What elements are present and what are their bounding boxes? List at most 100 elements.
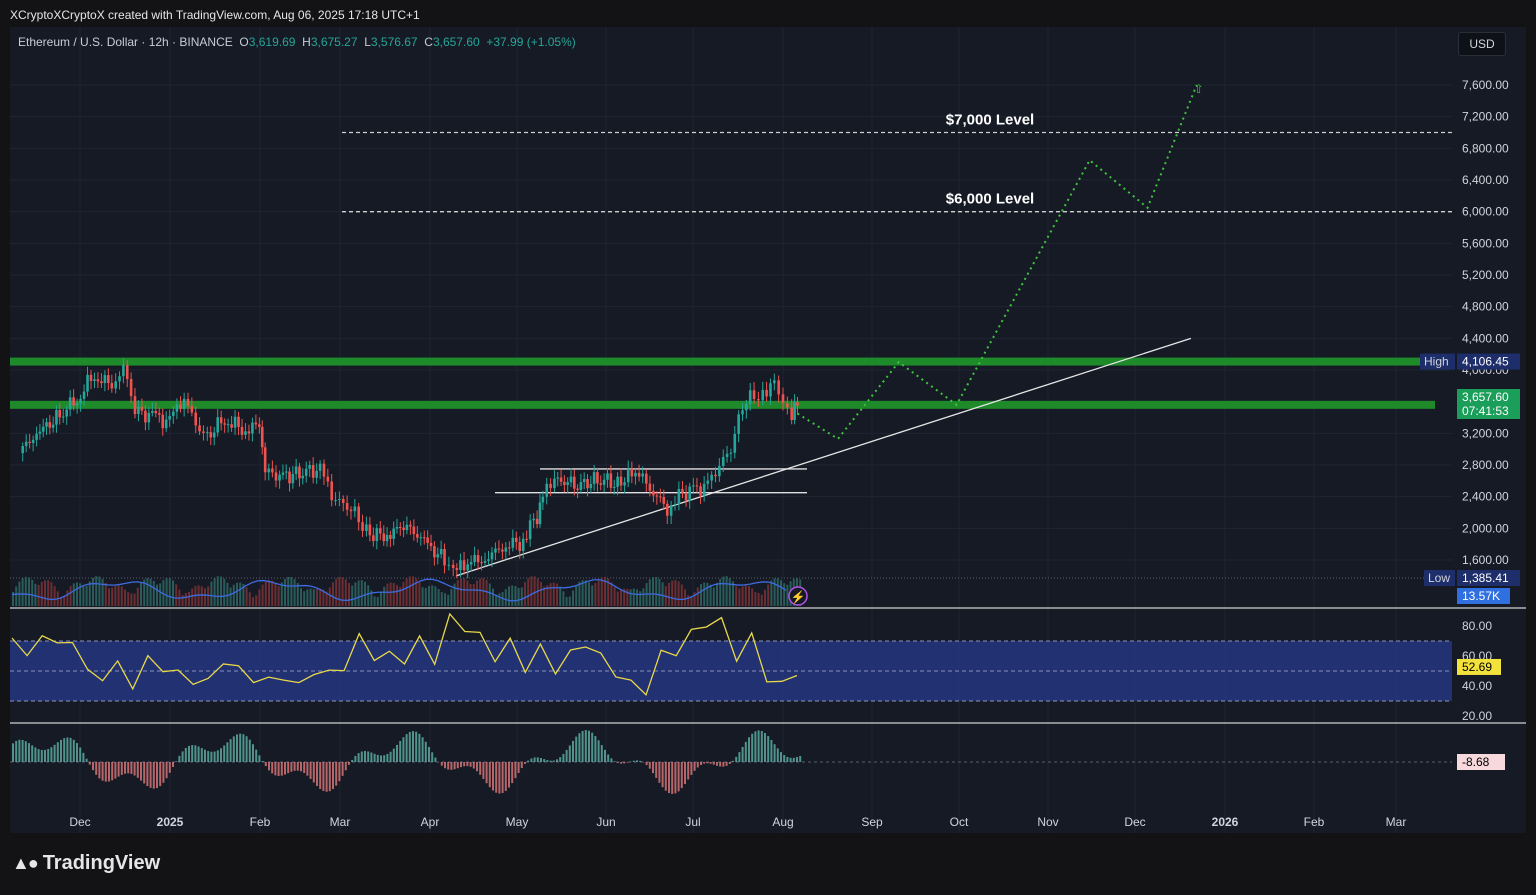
candle-body [51, 424, 55, 428]
oscillator-bar [392, 748, 395, 762]
candle-body [606, 473, 609, 480]
symbol-name: Ethereum / U.S. Dollar · 12h · BINANCE [18, 35, 233, 49]
tradingview-logo[interactable]: ▲● TradingView [12, 852, 160, 875]
oscillator-bar [658, 762, 661, 783]
oscillator-bar [389, 751, 392, 762]
candle-body [304, 468, 308, 476]
volume-bar [152, 581, 155, 606]
oscillator-bar [463, 762, 466, 767]
oscillator-bar [252, 744, 254, 762]
high-value-badge [1457, 353, 1520, 370]
price-tick-label: 4,800.00 [1462, 300, 1509, 314]
volume-bar [204, 588, 206, 606]
oscillator-bar [511, 762, 514, 784]
oscillator-bar [725, 762, 728, 766]
volume-bar [440, 592, 443, 606]
oscillator-bar [501, 762, 504, 793]
candle-body [247, 431, 251, 434]
oscillator-bar [504, 762, 507, 791]
volume-bar [495, 594, 498, 606]
volume-bar [274, 582, 277, 606]
high-label: H [302, 35, 311, 49]
oscillator-bar [597, 740, 600, 762]
price-tick-label: 2,400.00 [1462, 490, 1509, 504]
oscillator-bar [581, 730, 584, 762]
oscillator-bar [760, 730, 763, 762]
oscillator-bar [584, 730, 587, 762]
oscillator-bar [332, 762, 334, 790]
oscillator-bar [610, 758, 613, 762]
candle-body [48, 422, 52, 428]
oscillator-bar [111, 762, 114, 781]
candle-body [655, 495, 659, 497]
volume-bar [31, 579, 34, 606]
candle-body [278, 474, 281, 481]
volume-bar [476, 580, 478, 606]
candle-body [392, 528, 395, 539]
oscillator-bar [604, 749, 606, 762]
candle-body [258, 424, 261, 427]
oscillator-bar [156, 762, 158, 789]
volume-bar [738, 588, 741, 606]
candle-body [179, 404, 182, 409]
oscillator-bar [786, 756, 789, 762]
oscillator-bar [671, 762, 674, 794]
oscillator-bar [456, 762, 459, 769]
volume-bar [136, 587, 139, 606]
oscillator-bar [386, 753, 389, 762]
currency-button[interactable]: USD [1458, 32, 1506, 56]
candle-body [157, 413, 161, 415]
oscillator-bar [325, 762, 328, 792]
candle-body [684, 492, 688, 501]
oscillator-bar [220, 748, 222, 762]
volume-bar [562, 591, 565, 606]
oscillator-bar [280, 762, 283, 776]
volume-bar [431, 585, 434, 606]
candle-body [673, 504, 677, 506]
candle-body [748, 390, 752, 405]
oscillator-bar [767, 736, 770, 762]
candle-body [579, 482, 583, 490]
volume-bar [271, 580, 274, 606]
volume-bar [258, 589, 261, 606]
candle-body [186, 398, 190, 406]
oscillator-bar [367, 751, 370, 762]
oscillator-bar [757, 730, 760, 762]
oscillator-bar [626, 762, 629, 763]
oscillator-bar [568, 745, 571, 762]
oscillator-bar [600, 745, 603, 762]
candle-body [572, 476, 576, 489]
oscillator-bar [744, 741, 747, 762]
oscillator-bar [796, 757, 798, 762]
volume-bar [575, 585, 578, 606]
oscillator-bar [92, 762, 94, 771]
oscillator-bar [197, 746, 200, 762]
price-tick-label: 4,400.00 [1462, 331, 1509, 345]
oscillator-bar [412, 731, 414, 762]
candle-body [659, 496, 662, 498]
volume-bar [248, 592, 251, 606]
candle-body [616, 476, 619, 487]
candle-body [353, 506, 357, 512]
candle-body [443, 549, 446, 566]
volume-bar [642, 588, 645, 606]
oscillator-bar [514, 762, 517, 779]
oscillator-bar [588, 730, 590, 762]
candle-body [669, 505, 673, 516]
volume-bar [648, 579, 651, 606]
oscillator-bar [258, 755, 261, 762]
volume-bar [399, 586, 402, 606]
oscillator-bar [479, 762, 482, 775]
oscillator-bar [95, 762, 98, 775]
oscillator-bar [210, 751, 213, 762]
oscillator-bar [357, 753, 360, 762]
oscillator-bar [277, 762, 280, 777]
candle-body [566, 482, 569, 485]
volume-bar [728, 577, 731, 606]
candle-body [103, 375, 107, 384]
candle-body [721, 456, 725, 466]
oscillator-bar [124, 762, 126, 774]
candle-body [769, 383, 772, 397]
candle-body [182, 398, 186, 409]
